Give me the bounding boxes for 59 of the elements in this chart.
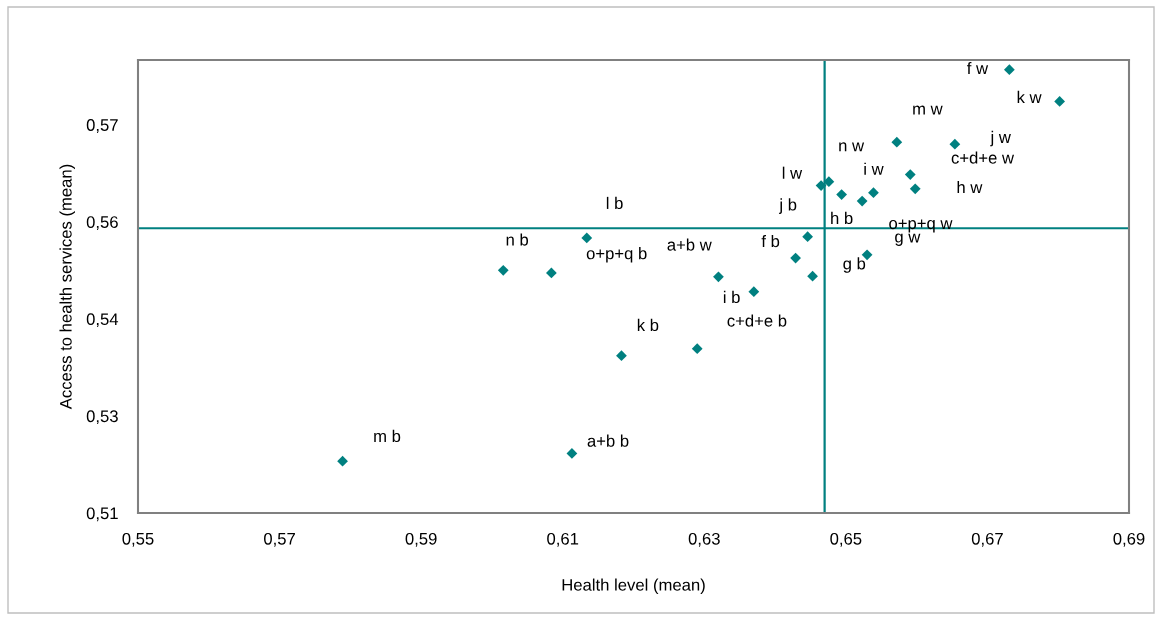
annotation: l w — [782, 166, 803, 179]
annotation: a+b w — [667, 238, 712, 251]
annotation: k w — [1017, 90, 1042, 103]
x-axis-title: Health level (mean) — [562, 578, 705, 595]
point — [616, 350, 627, 362]
y-tick-label: 0,56 — [86, 216, 118, 230]
annotation: m w — [913, 105, 943, 115]
point — [856, 195, 868, 207]
annotation: k b — [637, 318, 659, 332]
point — [823, 176, 835, 188]
annotation: j w — [990, 130, 1011, 147]
y-tick-label: 0,57 — [86, 119, 118, 133]
point — [909, 183, 921, 195]
annotation: a+b b — [587, 434, 629, 447]
point — [748, 286, 760, 298]
point — [802, 231, 814, 243]
annotation: c+d+e w — [951, 151, 1015, 164]
x-tick-label: 0,63 — [688, 532, 720, 547]
point — [807, 270, 818, 282]
annotation: f w — [967, 61, 989, 75]
annotation: i w — [864, 162, 884, 175]
annotation: h w — [957, 181, 983, 194]
point — [691, 343, 703, 355]
point — [581, 232, 593, 244]
point — [1003, 64, 1015, 76]
x-tick-label: 0,57 — [264, 532, 295, 547]
annotation: g b — [843, 257, 866, 273]
annotation: f b — [761, 234, 780, 248]
annotation: c+d+e b — [727, 314, 787, 327]
x-tick-label: 0,59 — [405, 532, 437, 547]
x-tick-label: 0,65 — [830, 532, 862, 547]
annotation: n b — [506, 233, 529, 246]
point — [904, 169, 916, 180]
x-tick-label: 0,55 — [122, 532, 154, 547]
point — [546, 267, 557, 279]
annotation: n w — [839, 142, 865, 152]
annotation: i b — [723, 290, 740, 304]
point — [497, 264, 509, 276]
point — [891, 136, 903, 148]
x-tick-label: 0,67 — [971, 532, 1003, 547]
x-tick-label: 0,69 — [1113, 532, 1145, 547]
annotation: l b — [606, 196, 623, 210]
point — [1054, 96, 1066, 107]
point — [713, 271, 724, 283]
x-tick-label: 0,61 — [547, 532, 579, 547]
point — [566, 448, 578, 459]
y-tick-label: 0,51 — [86, 507, 118, 522]
point — [836, 189, 847, 200]
point — [337, 455, 348, 467]
point — [949, 138, 961, 150]
annotation: j b — [778, 198, 797, 214]
y-tick-label: 0,53 — [86, 410, 118, 425]
annotation: m b — [374, 429, 401, 443]
annotation: h b — [831, 211, 853, 225]
annotation: o+p+q b — [586, 247, 647, 263]
y-axis-title: Access to health services (mean) — [59, 164, 75, 410]
y-tick-label: 0,54 — [86, 313, 119, 328]
point — [868, 187, 879, 199]
annotation: g w — [895, 233, 921, 246]
